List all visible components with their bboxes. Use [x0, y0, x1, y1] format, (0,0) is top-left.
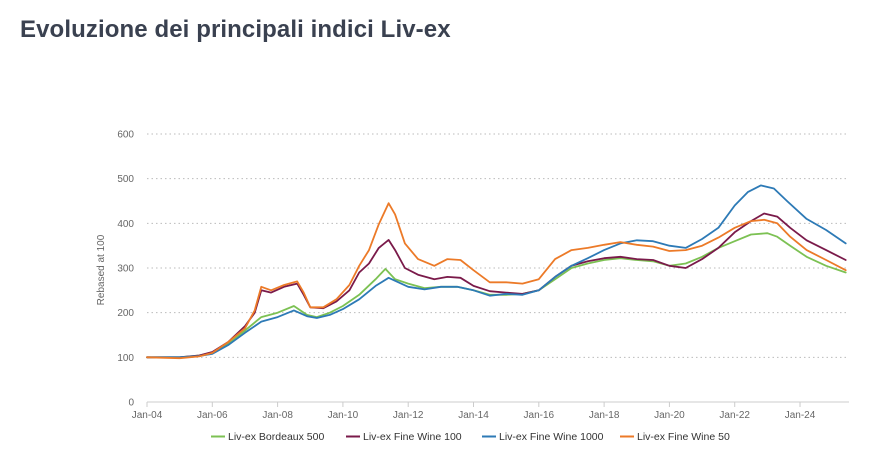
x-tick-label: Jan-04 [132, 410, 163, 421]
page-title: Evoluzione dei principali indici Liv-ex [20, 16, 451, 43]
x-tick-label: Jan-10 [328, 410, 359, 421]
legend-item-label: Liv-ex Bordeaux 500 [228, 431, 324, 443]
series-lines [146, 184, 847, 360]
y-tick-label: 600 [117, 130, 134, 141]
series-line-2 [146, 212, 847, 359]
series-line-4 [146, 202, 847, 360]
y-tick-label: 0 [128, 398, 134, 409]
y-tick-label: 500 [117, 174, 134, 185]
x-tick-label: Jan-08 [262, 410, 293, 421]
x-tick-label: Jan-12 [393, 410, 424, 421]
x-tick-label: Jan-14 [458, 410, 489, 421]
legend-item-label: Liv-ex Fine Wine 100 [363, 431, 462, 443]
x-tick-label: Jan-20 [654, 410, 685, 421]
x-tick-label: Jan-22 [719, 410, 750, 421]
y-tick-label: 100 [117, 353, 134, 364]
x-tick-label: Jan-18 [589, 410, 620, 421]
legend: Liv-ex Bordeaux 500 Liv-ex Fine Wine 100 L… [211, 431, 730, 443]
legend-item-label: Liv-ex Fine Wine 50 [637, 431, 730, 443]
y-tick-label: 300 [117, 264, 134, 275]
x-tick-label: Jan-16 [524, 410, 555, 421]
x-tick-label: Jan-06 [197, 410, 228, 421]
y-tick-label: 400 [117, 219, 134, 230]
grid-lines [147, 133, 849, 358]
y-tick-label: 200 [117, 308, 134, 319]
legend-item-label: Liv-ex Fine Wine 1000 [499, 431, 604, 443]
x-tick-label: Jan-24 [785, 410, 816, 421]
y-axis-title: Rebased at 100 [96, 234, 107, 305]
series-line-3 [146, 184, 847, 359]
axes: 0 100 200 300 400 500 600 Jan-04 Jan-06 Jan-08 Jan… [96, 130, 849, 421]
